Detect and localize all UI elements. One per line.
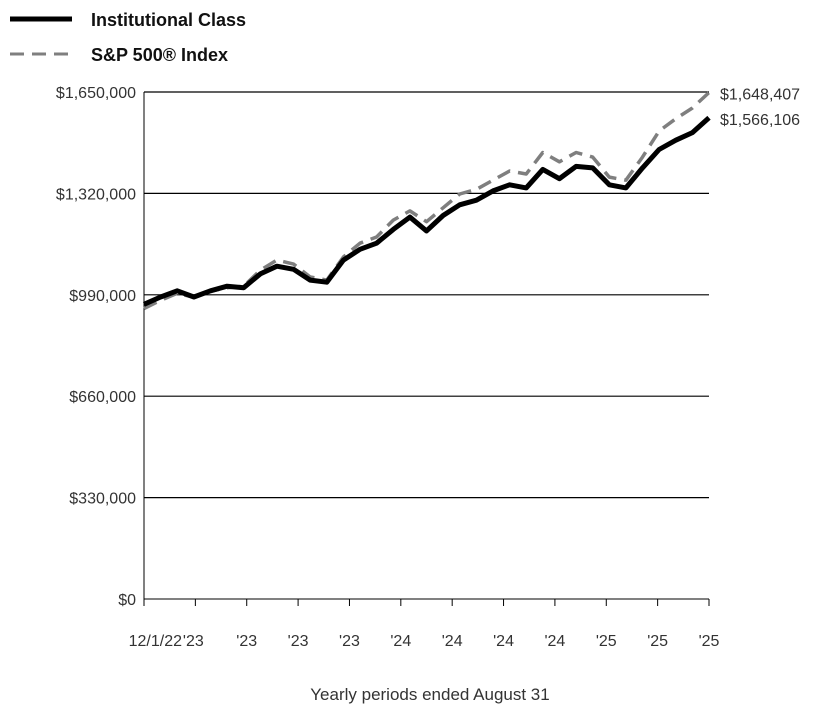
legend-label-sp500-index: S&P 500® Index: [91, 45, 228, 65]
series-line-institutional-class: [142, 115, 711, 307]
end-label-sp500-index: $1,648,407: [720, 86, 800, 103]
x-tick-label: '24: [442, 633, 463, 650]
end-label-institutional-class: $1,566,106: [720, 112, 800, 129]
end-value-labels: $1,566,106 $1,648,407: [720, 86, 800, 128]
legend: Institutional Class S&P 500® Index: [10, 10, 246, 65]
x-tick-label: '25: [596, 633, 617, 650]
x-tick-label: '23: [288, 633, 309, 650]
series-line-sp500-index: [143, 91, 711, 311]
x-tick-label: '23: [183, 633, 204, 650]
y-tick-label: $1,320,000: [56, 186, 136, 203]
y-tick-label: $330,000: [69, 491, 136, 508]
x-tick-label: '25: [647, 633, 668, 650]
y-tick-label: $660,000: [69, 389, 136, 406]
x-axis-ticks: 12/1/22'23'23'23'23'24'24'24'24'25'25'25: [129, 599, 720, 650]
axes: [143, 92, 709, 600]
x-tick-label: '24: [493, 633, 514, 650]
y-tick-label: $990,000: [69, 288, 136, 305]
y-axis-tick-labels: $0 $330,000 $660,000 $990,000 $1,320,000 $1,6…: [56, 85, 136, 609]
y-tick-label: $1,650,000: [56, 85, 136, 102]
x-axis-title: Yearly periods ended August 31: [310, 685, 549, 704]
x-tick-label: '24: [544, 633, 565, 650]
y-gridlines: [144, 91, 709, 499]
x-tick-label: '24: [390, 633, 411, 650]
x-tick-label: '23: [236, 633, 257, 650]
x-tick-label: '25: [699, 633, 720, 650]
legend-label-institutional-class: Institutional Class: [91, 10, 246, 30]
y-tick-label: $0: [118, 592, 136, 609]
x-tick-label: '23: [339, 633, 360, 650]
x-tick-label: 12/1/22: [129, 633, 182, 650]
series-lines: [142, 91, 711, 311]
